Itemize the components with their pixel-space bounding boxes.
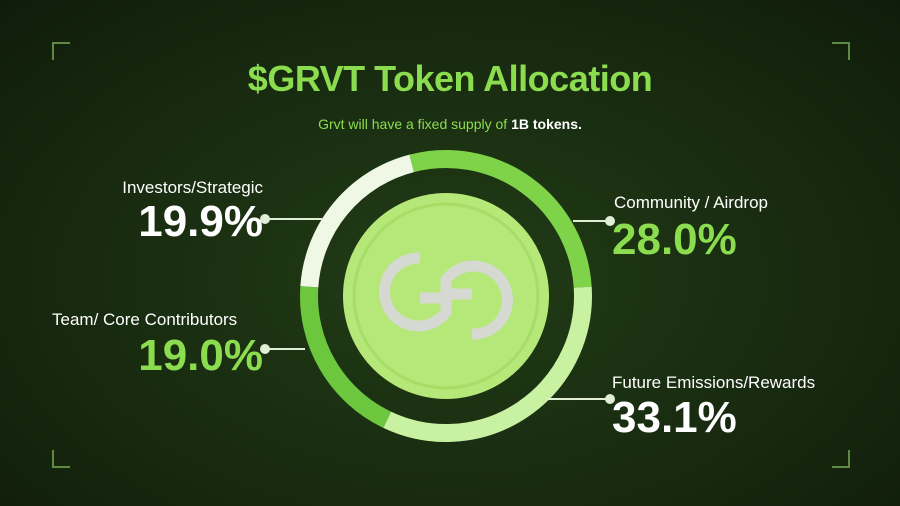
grvt-logo-icon	[379, 252, 513, 340]
subtitle-text: Grvt will have a fixed supply of	[318, 116, 512, 132]
label-future: Future Emissions/Rewards	[612, 373, 816, 392]
donut-slice-community-airdrop	[409, 150, 592, 288]
corner-bracket-tr	[832, 42, 850, 60]
label-investors: Investors/Strategic	[122, 178, 263, 197]
leader-dot-team	[260, 344, 270, 354]
corner-bracket-br	[832, 450, 850, 468]
label-community: Community / Airdrop	[614, 193, 768, 212]
donut-slice-team-core-contributors	[300, 286, 392, 428]
chart-subtitle: Grvt will have a fixed supply of 1B toke…	[0, 116, 900, 132]
value-investors: 19.9%	[138, 197, 263, 246]
value-team: 19.0%	[138, 331, 263, 380]
label-team: Team/ Core Contributors	[52, 310, 238, 329]
value-future: 33.1%	[612, 393, 737, 442]
leader-dot-future	[605, 394, 615, 404]
donut-slice-future-emissions-rewards	[383, 286, 592, 442]
subtitle-bold: 1B tokens.	[511, 116, 582, 132]
donut-slice-investors-strategic	[300, 154, 415, 288]
value-community: 28.0%	[612, 215, 737, 264]
corner-bracket-tl	[52, 42, 70, 60]
leader-dot-investors	[260, 214, 270, 224]
coin-rim	[352, 202, 540, 390]
corner-bracket-bl	[52, 450, 70, 468]
chart-title: $GRVT Token Allocation	[247, 58, 653, 99]
leader-dot-community	[605, 216, 615, 226]
